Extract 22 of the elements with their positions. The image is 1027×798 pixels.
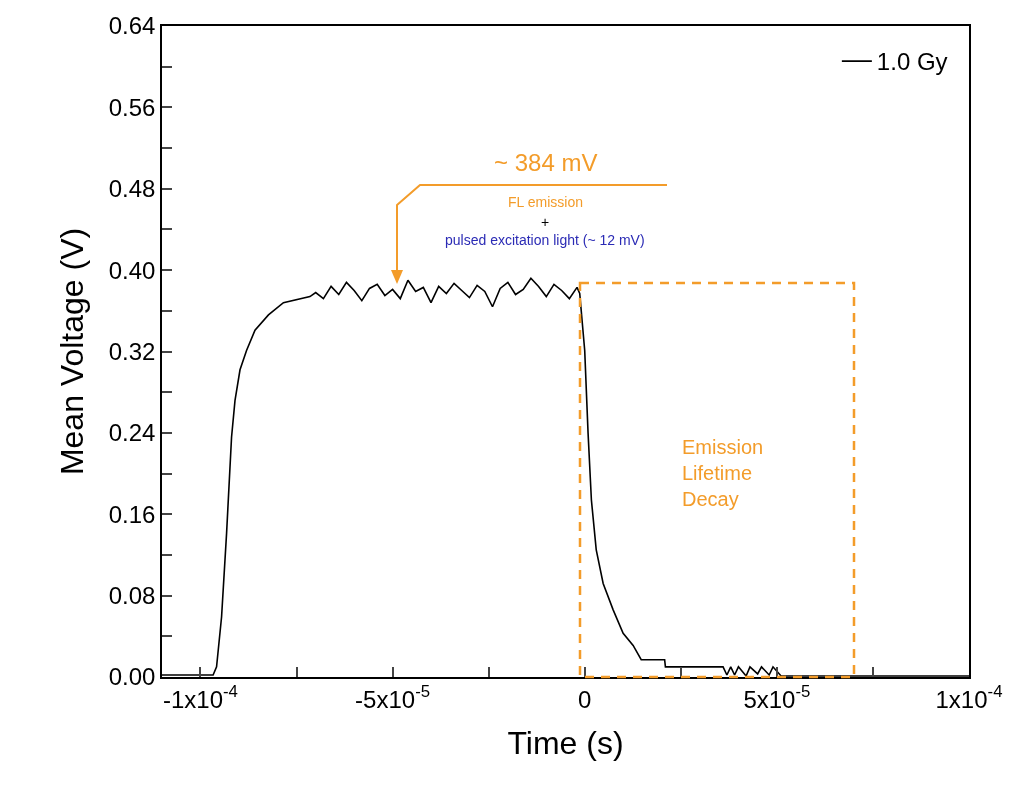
- x-tick-label: -5x10$^{-5}$: [355, 682, 431, 713]
- annotation: +: [541, 214, 550, 230]
- annotation: Emission Lifetime Decay: [682, 436, 764, 510]
- legend-label: 1.0 Gy: [876, 48, 948, 76]
- y-tick-label: 0.56: [108, 93, 156, 121]
- x-tick-label: 1x10$^{-4}$: [935, 682, 1003, 713]
- y-tick-label: 0.40: [108, 256, 156, 284]
- y-tick-label: 0.64: [108, 12, 156, 40]
- x-tick-label: -1x10$^{-4}$: [162, 682, 238, 713]
- y-tick-label: 0.08: [108, 582, 156, 610]
- annotation: FL emission: [508, 194, 583, 210]
- y-axis-title: Mean Voltage (V): [53, 227, 90, 476]
- x-axis-title: Time (s): [507, 724, 624, 761]
- x-tick-label: 0: [578, 685, 592, 713]
- x-tick-label: 5x10$^{-5}$: [743, 682, 811, 713]
- y-tick-label: 0.24: [108, 419, 156, 447]
- y-tick-label: 0.16: [108, 500, 156, 528]
- y-tick-label: 0.32: [108, 337, 156, 365]
- annotation: pulsed excitation light (~ 12 mV): [445, 232, 645, 248]
- y-tick-label: 0.00: [108, 663, 156, 691]
- y-tick-label: 0.48: [108, 175, 156, 203]
- annotation: ~ 384 mV: [494, 149, 598, 176]
